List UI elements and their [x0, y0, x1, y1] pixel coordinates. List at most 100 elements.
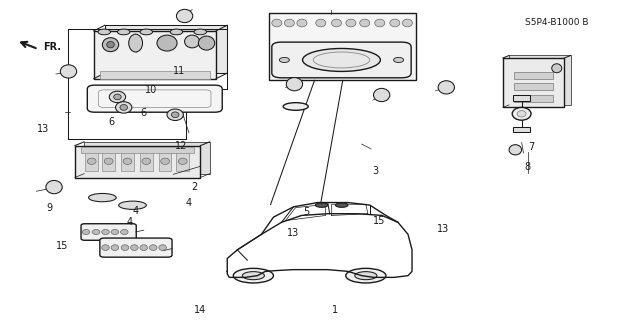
- Ellipse shape: [346, 268, 386, 283]
- Text: 6: 6: [140, 108, 146, 118]
- Text: 13: 13: [287, 228, 299, 238]
- Bar: [95, 89, 214, 108]
- Ellipse shape: [283, 103, 308, 110]
- Ellipse shape: [92, 229, 100, 235]
- Bar: [281, 45, 402, 75]
- Text: 2: 2: [191, 182, 197, 192]
- Ellipse shape: [98, 29, 111, 35]
- Text: 12: 12: [175, 141, 187, 151]
- Ellipse shape: [194, 29, 206, 35]
- Ellipse shape: [123, 158, 132, 164]
- Ellipse shape: [82, 229, 90, 235]
- Ellipse shape: [150, 245, 157, 251]
- Ellipse shape: [346, 19, 356, 27]
- Ellipse shape: [140, 245, 148, 251]
- FancyBboxPatch shape: [87, 85, 222, 112]
- Ellipse shape: [142, 158, 151, 164]
- Bar: [104, 240, 168, 255]
- Text: 7: 7: [528, 142, 534, 152]
- Text: 4: 4: [133, 206, 138, 216]
- Ellipse shape: [509, 145, 521, 155]
- Bar: [514, 83, 553, 90]
- Ellipse shape: [119, 201, 147, 209]
- Ellipse shape: [355, 272, 377, 280]
- Text: 9: 9: [46, 204, 52, 213]
- Bar: [103, 152, 115, 171]
- Text: 1: 1: [332, 305, 338, 316]
- FancyBboxPatch shape: [81, 224, 136, 240]
- Text: 3: 3: [372, 166, 379, 176]
- Ellipse shape: [552, 64, 562, 73]
- Text: 4: 4: [186, 198, 192, 208]
- Ellipse shape: [360, 19, 370, 27]
- Ellipse shape: [118, 29, 130, 35]
- Ellipse shape: [107, 42, 114, 48]
- Ellipse shape: [111, 229, 119, 235]
- Ellipse shape: [102, 245, 109, 251]
- Text: FR.: FR.: [43, 42, 62, 52]
- Ellipse shape: [167, 109, 183, 121]
- Bar: [75, 146, 200, 178]
- Ellipse shape: [335, 203, 348, 207]
- Ellipse shape: [178, 158, 187, 164]
- Bar: [97, 33, 213, 77]
- Ellipse shape: [111, 245, 119, 251]
- Bar: [121, 152, 134, 171]
- Bar: [513, 126, 530, 132]
- Bar: [105, 25, 227, 73]
- Ellipse shape: [172, 112, 179, 118]
- Bar: [509, 55, 571, 105]
- Text: 8: 8: [525, 162, 531, 172]
- Ellipse shape: [394, 57, 404, 62]
- Ellipse shape: [303, 49, 381, 71]
- Ellipse shape: [87, 158, 96, 164]
- Bar: [269, 13, 416, 80]
- Ellipse shape: [284, 19, 294, 27]
- Ellipse shape: [129, 34, 143, 52]
- Bar: [159, 152, 172, 171]
- Bar: [274, 16, 411, 40]
- Text: S5P4-B1000 B: S5P4-B1000 B: [525, 19, 588, 28]
- Text: 4: 4: [126, 217, 132, 227]
- Bar: [513, 95, 530, 101]
- Ellipse shape: [121, 229, 128, 235]
- Ellipse shape: [279, 57, 289, 62]
- Ellipse shape: [374, 88, 390, 102]
- Ellipse shape: [517, 111, 526, 117]
- Bar: [176, 152, 189, 171]
- Ellipse shape: [403, 19, 413, 27]
- Bar: [514, 95, 553, 102]
- Ellipse shape: [104, 158, 113, 164]
- Ellipse shape: [184, 35, 199, 48]
- Ellipse shape: [233, 268, 274, 283]
- Bar: [84, 142, 209, 174]
- Text: 6: 6: [109, 117, 114, 127]
- Ellipse shape: [121, 245, 129, 251]
- Ellipse shape: [161, 158, 170, 164]
- Ellipse shape: [102, 229, 109, 235]
- Ellipse shape: [272, 19, 282, 27]
- Text: 15: 15: [373, 216, 385, 226]
- Ellipse shape: [316, 19, 326, 27]
- Text: 13: 13: [437, 224, 449, 235]
- Ellipse shape: [438, 81, 455, 94]
- Ellipse shape: [109, 91, 126, 103]
- Ellipse shape: [390, 19, 400, 27]
- Ellipse shape: [375, 19, 385, 27]
- Ellipse shape: [512, 108, 531, 120]
- Ellipse shape: [46, 180, 62, 194]
- Text: 10: 10: [145, 85, 157, 95]
- Bar: [94, 31, 216, 79]
- Ellipse shape: [120, 105, 128, 110]
- Ellipse shape: [89, 194, 116, 202]
- Ellipse shape: [114, 94, 121, 100]
- Text: 11: 11: [173, 66, 186, 76]
- Bar: [140, 152, 153, 171]
- Ellipse shape: [131, 245, 138, 251]
- Text: 14: 14: [194, 305, 206, 316]
- Bar: [100, 71, 209, 79]
- Text: 13: 13: [37, 124, 49, 134]
- Ellipse shape: [140, 29, 153, 35]
- Bar: [514, 72, 553, 79]
- Bar: [81, 147, 194, 153]
